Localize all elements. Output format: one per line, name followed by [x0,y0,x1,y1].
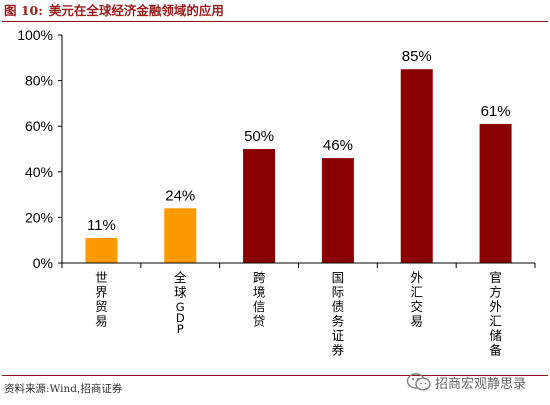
data-label: 61% [481,103,511,120]
bar [164,208,197,263]
figure-title: 图 10: 美元在全球经济金融领域的应用 [4,2,546,21]
data-label: 46% [323,137,353,154]
y-tick-label: 60% [25,118,53,134]
bars [85,69,512,263]
source-note: 资料来源:Wind,招商证券 [4,383,123,395]
x-category-label: 国际债务证券 [332,270,345,358]
bar [243,149,276,263]
bar [479,123,512,263]
data-label: 85% [402,48,432,65]
y-tick-label: 20% [25,209,53,225]
x-category-label: 官方外汇储备 [489,270,502,358]
axes [61,35,536,268]
y-axis-ticks: 0% 20% 40% 60% 80% 100% [17,27,62,271]
bar-chart: 0% 20% 40% 60% 80% 100% 11% 24% 50% 46% 85% 61% 世界… [17,27,536,358]
x-category-label: 跨境信贷 [253,270,266,329]
title-divider [2,21,548,22]
bar [85,237,118,263]
x-category-label: 世界贸易 [95,270,108,329]
x-category-label: 全球 G D P [174,270,187,336]
x-category-label: 外汇交易 [410,270,423,329]
data-label: 24% [165,187,195,204]
brand-watermark: 招商宏观静思录 [406,370,526,394]
data-label: 11% [87,217,116,234]
brand-name: 招商宏观静思录 [435,376,527,392]
figure-title-text: 美元在全球经济金融领域的应用 [48,3,224,18]
bar [321,158,354,263]
x-axis-labels: 世界贸易 全球 G D P 跨境信贷 国际债务证券 外汇交易 官方外汇储备 [95,270,502,358]
data-labels: 11% 24% 50% 46% 85% 61% [87,48,511,234]
bar [400,69,433,263]
wechat-icon [406,373,431,391]
footer-divider [2,375,548,376]
y-tick-label: 0% [33,255,53,271]
y-tick-label: 40% [25,164,53,180]
y-tick-label: 80% [25,73,53,89]
figure-label: 图 10: [4,3,43,18]
y-tick-label: 100% [17,27,53,43]
data-label: 50% [244,128,274,145]
